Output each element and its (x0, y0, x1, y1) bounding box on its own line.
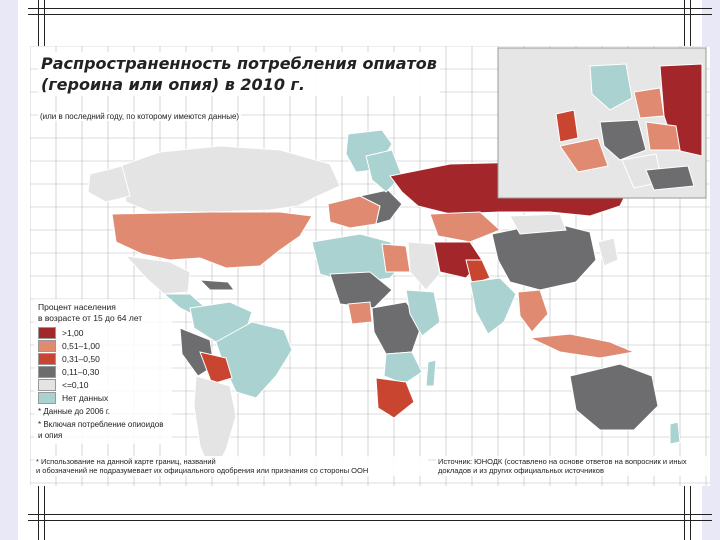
region-australia (569, 363, 659, 431)
legend-label: 0,51–1,00 (62, 341, 100, 351)
europe-inset (497, 47, 707, 199)
region-india (469, 277, 517, 335)
region-egypt (381, 243, 411, 273)
region-southern-africa-north (383, 351, 423, 385)
legend-swatch (38, 366, 56, 378)
region-east-africa (405, 289, 441, 337)
region-indonesia (528, 333, 636, 359)
footer-source: Источник: ЮНОДК (составлено на основе от… (436, 456, 710, 476)
inset-uk (555, 109, 579, 143)
region-canada (119, 145, 341, 213)
legend-item: 0,51–1,00 (38, 340, 168, 352)
legend-note-2: * Включая потребление опиоидов и опия (38, 420, 164, 440)
footer-disclaimer-line1: * Использование на данной карте границ, … (36, 457, 216, 466)
left-decorative-band (0, 0, 18, 540)
legend: Процент населения в возрасте от 15 до 64… (34, 299, 172, 444)
region-pakistan (465, 259, 491, 285)
footer-source-line2: докладов и из других официальных источни… (438, 466, 604, 475)
slide-rule-horizontal (28, 514, 712, 515)
legend-label: 0,31–0,50 (62, 354, 100, 364)
legend-swatch (38, 327, 56, 339)
footer-disclaimer: * Использование на данной карте границ, … (34, 456, 428, 476)
footer-disclaimer-line2: и обозначений не подразумевает их официа… (36, 466, 369, 475)
region-middle-east (407, 241, 441, 291)
region-mongolia (509, 213, 567, 235)
region-southeast-asia (517, 289, 549, 333)
legend-rows: >1,00 0,51–1,00 0,31–0,50 0,11–0,30 <=0,10 Не… (38, 327, 168, 404)
inset-ukraine (645, 121, 681, 151)
region-new-zealand (669, 421, 681, 445)
region-kazakhstan (429, 211, 501, 243)
legend-swatch (38, 392, 56, 404)
legend-title-line1: Процент населения (38, 302, 116, 312)
region-caribbean (198, 279, 235, 291)
legend-swatch (38, 340, 56, 352)
legend-label: 0,11–0,30 (62, 367, 100, 377)
legend-note-1: * Данные до 2006 г. (38, 407, 110, 416)
region-nigeria (347, 301, 373, 325)
region-bolivia (199, 351, 233, 385)
legend-label: Нет данных (62, 393, 109, 403)
map-subtitle: (или в последний году, по которому имеют… (38, 112, 242, 121)
region-usa (111, 211, 313, 269)
region-mexico (124, 255, 191, 295)
europe-africa (311, 149, 441, 419)
legend-item: 0,11–0,30 (38, 366, 168, 378)
footer-source-line1: Источник: ЮНОДК (составлено на основе от… (438, 457, 687, 466)
slide-rule-horizontal (28, 14, 712, 15)
legend-item: Нет данных (38, 392, 168, 404)
inset-western-europe (559, 137, 609, 173)
legend-swatch (38, 379, 56, 391)
map-title: Распространенность потребления опиатов (… (38, 52, 440, 96)
legend-swatch (38, 353, 56, 365)
map-title-line1: Распространенность потребления опиатов (41, 54, 437, 73)
slide-rule-horizontal (28, 520, 712, 521)
map-panel: Распространенность потребления опиатов (… (30, 46, 710, 486)
inset-central-europe (599, 119, 647, 161)
legend-item: 0,31–0,50 (38, 353, 168, 365)
legend-title: Процент населения в возрасте от 15 до 64… (38, 302, 168, 324)
inset-baltic (633, 87, 665, 119)
americas (87, 129, 393, 478)
legend-label: <=0,10 (62, 380, 89, 390)
legend-item: <=0,10 (38, 379, 168, 391)
region-scandinavia (365, 149, 403, 193)
legend-label: >1,00 (62, 328, 84, 338)
region-alaska (87, 165, 131, 203)
legend-item: >1,00 (38, 327, 168, 339)
region-madagascar (425, 359, 437, 387)
map-title-line2: (героина или опия) в 2010 г. (41, 75, 305, 94)
region-japan-korea (597, 237, 619, 267)
region-sahel (329, 271, 393, 309)
legend-title-line2: в возрасте от 15 до 64 лет (38, 313, 143, 323)
inset-scandinavia (589, 63, 633, 111)
region-south-africa (375, 377, 415, 419)
slide-rule-horizontal (28, 8, 712, 9)
inset-turkey (645, 165, 695, 191)
